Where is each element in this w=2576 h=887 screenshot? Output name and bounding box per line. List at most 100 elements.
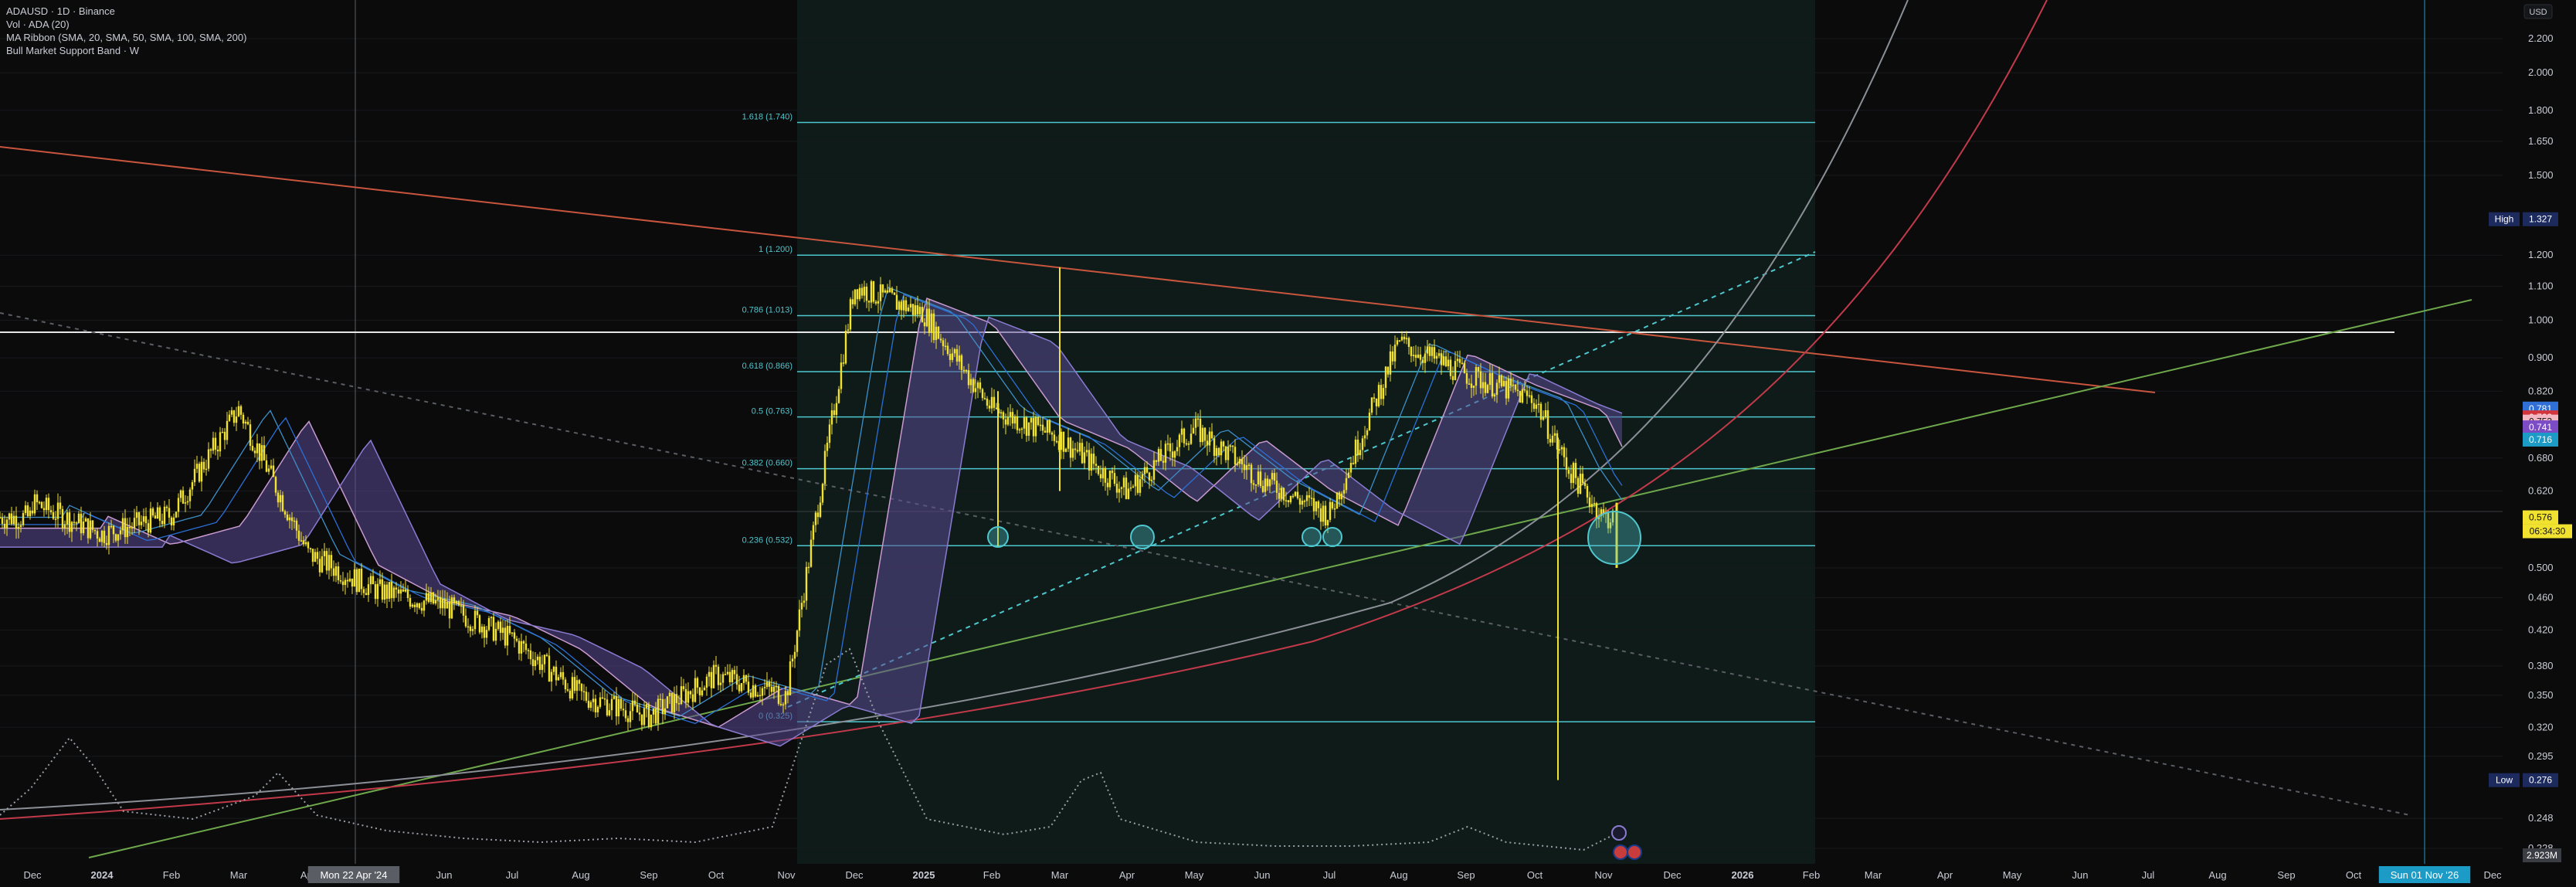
price-axis[interactable]: 2.200 2.000 1.800 1.650 1.500 1.200 1.100 1.000… — [2489, 32, 2572, 862]
candle-body — [907, 307, 910, 311]
candle-body — [323, 551, 326, 556]
candle-body — [564, 679, 567, 690]
candle-body — [742, 675, 745, 684]
candle-body — [1141, 474, 1144, 480]
candle-body — [1498, 375, 1501, 383]
candle-body — [1291, 495, 1295, 498]
candle-body — [738, 685, 741, 692]
symbol-title[interactable]: ADAUSD · 1D · Binance — [6, 5, 115, 17]
price-badge-label: Low — [2496, 775, 2513, 786]
candle-body — [467, 626, 470, 628]
y-tick-label: 0.380 — [2528, 660, 2554, 671]
candle-body — [541, 664, 544, 671]
candle-body — [462, 605, 465, 616]
candle-body — [1433, 347, 1436, 359]
candle-body — [673, 694, 676, 712]
candle-body — [594, 698, 597, 712]
x-tick-label: Dec — [845, 869, 864, 881]
candle-body — [455, 601, 458, 603]
candle-body — [904, 300, 908, 311]
bull-band-indicator-label[interactable]: Bull Market Support Band · W — [6, 45, 139, 56]
x-tick-label: Jul — [1323, 869, 1336, 881]
candle-body — [492, 617, 495, 641]
x-tick-label: Jun — [436, 869, 453, 881]
candle-body — [867, 301, 871, 303]
candle-body — [457, 601, 460, 606]
candle-body — [967, 370, 970, 386]
currency-button-box[interactable] — [2523, 4, 2553, 19]
candle-body — [1310, 498, 1313, 499]
candle-body — [1431, 347, 1434, 356]
candle-body — [249, 424, 252, 447]
candle-body — [596, 706, 599, 712]
candle-body — [1317, 501, 1320, 508]
candle-body — [1053, 434, 1056, 441]
us-flag-icon[interactable] — [1613, 845, 1628, 860]
candle-body — [923, 322, 926, 327]
candle-body — [657, 698, 660, 724]
candle-body — [1407, 338, 1410, 348]
candle-body — [1187, 444, 1190, 445]
candle-body — [529, 650, 532, 660]
candle-body — [302, 540, 305, 545]
candle-body — [854, 289, 857, 304]
time-axis[interactable]: Dec 2024 Feb Mar Apr Mon 22 Apr '24 Jun Jul Aug S… — [23, 866, 2502, 883]
candle-body — [399, 589, 402, 594]
candle-body — [411, 604, 414, 607]
candle-body — [1245, 465, 1248, 471]
touch-marker — [987, 526, 1009, 548]
price-badge-tag — [2489, 773, 2520, 787]
ma-ribbon-indicator-label[interactable]: MA Ribbon (SMA, 20, SMA, 50, SMA, 100, S… — [6, 32, 247, 43]
candle-body — [1118, 488, 1121, 493]
candle-body — [860, 287, 864, 296]
y-tick-label: 1.800 — [2528, 104, 2554, 116]
candle-body — [232, 410, 236, 423]
candle-body — [1145, 467, 1149, 473]
candle-body — [772, 686, 776, 692]
candle-body — [1565, 457, 1568, 470]
event-icon[interactable] — [1611, 825, 1627, 841]
candle-body — [184, 502, 187, 504]
candle-body — [619, 698, 623, 709]
candle-body — [1463, 362, 1466, 373]
candle-body — [670, 692, 674, 712]
candle-body — [668, 692, 671, 697]
candle-body — [318, 559, 321, 573]
candle-body — [951, 353, 954, 360]
candle-body — [154, 515, 157, 519]
candle-body — [603, 698, 606, 700]
x-tick-label: 2026 — [1732, 869, 1754, 881]
x-tick-label: Apr — [1937, 869, 1953, 881]
candle-body — [1199, 419, 1202, 443]
candle-body — [1326, 519, 1329, 526]
candle-body — [756, 695, 759, 697]
candle-body — [131, 527, 134, 528]
candle-body — [851, 299, 854, 304]
fib-level-label: 0.5 (0.763) — [752, 407, 792, 416]
currency-button[interactable]: USD — [2529, 8, 2547, 17]
candle-body — [995, 407, 998, 410]
y-tick-label: 0.680 — [2528, 452, 2554, 464]
candle-body — [1101, 467, 1105, 479]
volume-indicator-label[interactable]: Vol · ADA (20) — [6, 19, 70, 30]
candle-body — [165, 506, 168, 508]
candle-body — [144, 516, 148, 524]
x-tick-label: Sun 01 Nov '26 — [2391, 869, 2459, 881]
current-touch-marker — [1587, 511, 1641, 565]
candle-body — [3, 523, 6, 528]
candle-body — [1410, 347, 1413, 356]
candle-body — [1481, 382, 1485, 389]
candle-body — [601, 697, 604, 699]
candle-body — [615, 696, 618, 717]
candle-body — [485, 630, 488, 638]
candle-body — [1329, 501, 1332, 520]
us-flag-icon[interactable] — [1627, 845, 1642, 860]
candle-body — [1426, 346, 1429, 354]
candle-body — [24, 505, 27, 514]
candle-body — [631, 700, 634, 712]
x-tick-label: Jul — [2142, 869, 2155, 881]
candle-body — [228, 414, 231, 421]
candle-body — [626, 718, 630, 722]
sma-line — [0, 316, 1623, 747]
